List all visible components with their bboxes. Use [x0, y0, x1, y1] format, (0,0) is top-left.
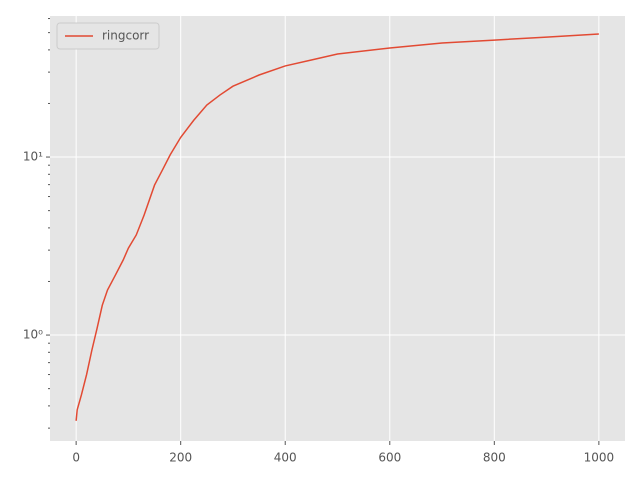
x-tick-label: 0: [72, 451, 80, 465]
x-tick-label: 1000: [584, 451, 615, 465]
x-tick-label: 800: [483, 451, 506, 465]
y-tick-label: 10¹: [23, 150, 43, 164]
line: [75, 33, 599, 421]
x-tick-label: 600: [378, 451, 401, 465]
x-tick-label: 400: [274, 451, 297, 465]
legend-label: ringcorr: [102, 29, 149, 43]
y-tick-label: 10⁰: [23, 328, 43, 342]
x-tick-label: 200: [169, 451, 192, 465]
legend-box: [56, 22, 160, 50]
plot-area: [50, 16, 625, 441]
